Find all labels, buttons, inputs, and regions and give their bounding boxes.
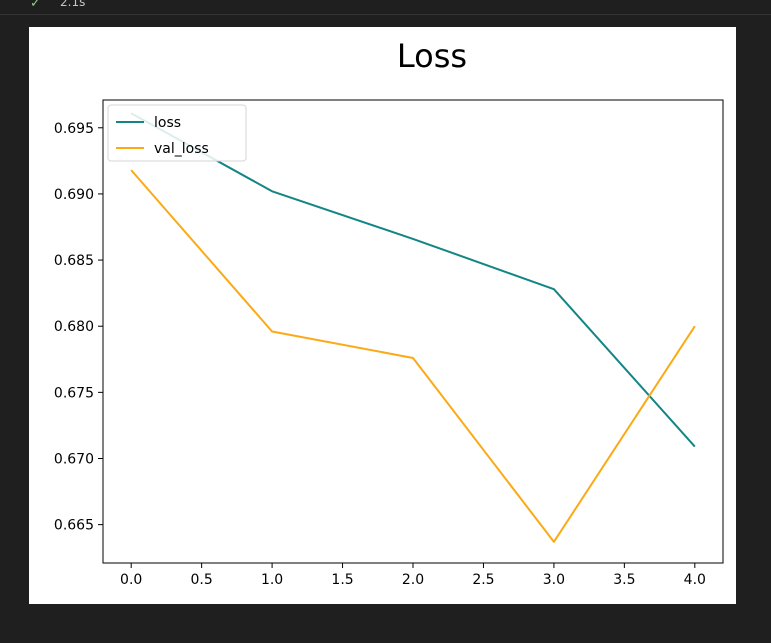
y-tick-label: 0.675 <box>54 385 94 401</box>
x-tick-label: 2.0 <box>402 572 424 588</box>
chart-figure: Loss 0.0 0.5 1.0 1.5 2.0 2.5 3.0 3.5 4.0 0.665 0.6… <box>29 27 736 604</box>
chart-svg: Loss 0.0 0.5 1.0 1.5 2.0 2.5 3.0 3.5 4.0 0.665 0.6… <box>54 37 724 588</box>
x-tick-label: 4.0 <box>684 572 706 588</box>
legend-label-val_loss: val_loss <box>154 141 209 157</box>
legend-label-loss: loss <box>154 115 181 131</box>
x-tick-label: 2.5 <box>472 572 494 588</box>
y-tick-label: 0.685 <box>54 253 94 269</box>
chart-title: Loss <box>397 37 467 75</box>
series-line-loss <box>130 112 696 448</box>
x-tick-label: 1.5 <box>331 572 353 588</box>
y-tick-label: 0.690 <box>54 187 94 203</box>
plot-frame <box>102 99 724 564</box>
plot-area: 0.0 0.5 1.0 1.5 2.0 2.5 3.0 3.5 4.0 0.665 0.670 0.6… <box>54 99 724 588</box>
x-tick-label: 1.0 <box>261 572 283 588</box>
y-tick-label: 0.670 <box>54 451 94 467</box>
x-tick-label: 3.5 <box>613 572 635 588</box>
y-tick-label: 0.665 <box>54 518 94 534</box>
x-tick-label: 3.0 <box>543 572 565 588</box>
cell-status-bar: ✓ 2.1s <box>0 0 771 15</box>
elapsed-time: 2.1s <box>60 0 86 9</box>
y-tick-label: 0.695 <box>54 121 94 137</box>
series-line-val_loss <box>130 169 696 543</box>
x-tick-label: 0.5 <box>191 572 213 588</box>
y-tick-label: 0.680 <box>54 319 94 335</box>
x-tick-label: 0.0 <box>120 572 142 588</box>
check-icon: ✓ <box>30 0 41 11</box>
